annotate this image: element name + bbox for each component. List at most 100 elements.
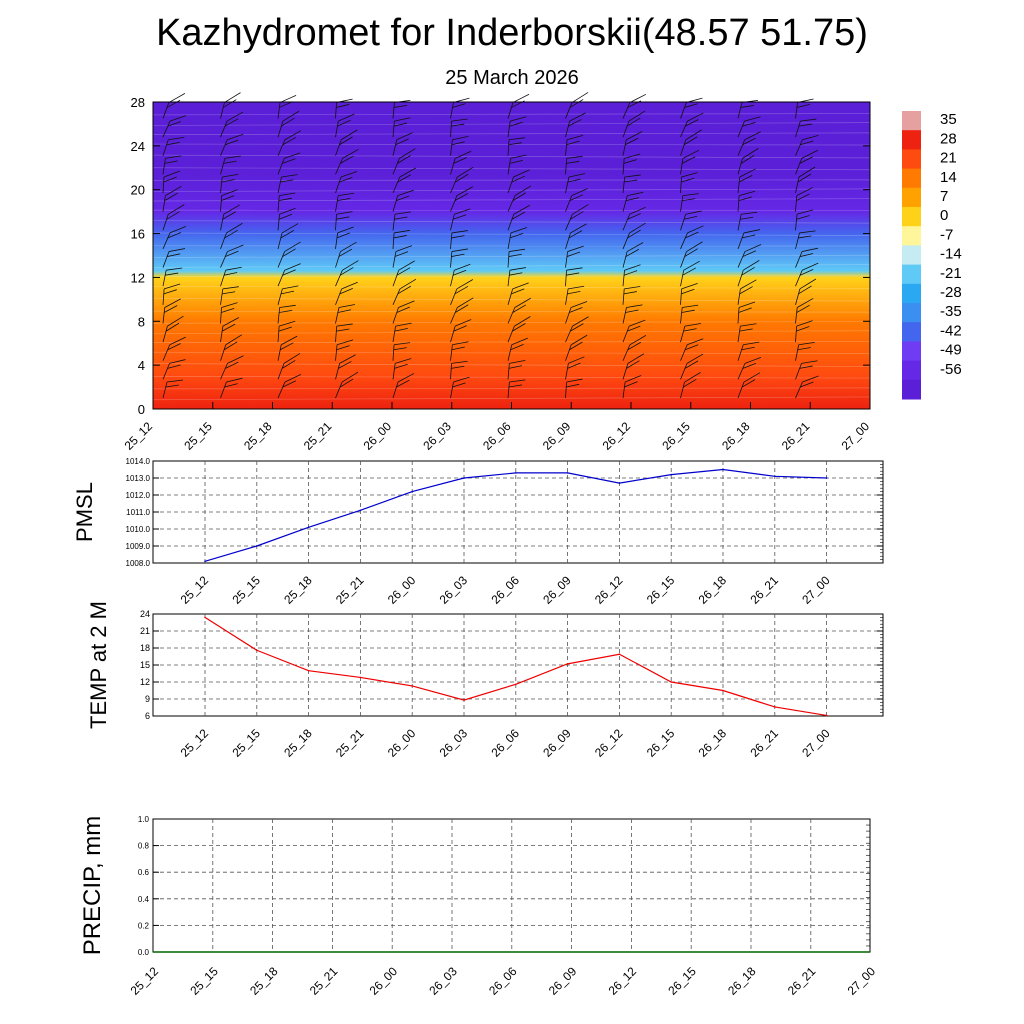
wind-barb-flag <box>341 371 359 383</box>
wind-barb <box>335 281 358 305</box>
wind-barb <box>507 185 532 212</box>
wind-barb <box>680 129 703 156</box>
wind-barb-staff <box>507 251 510 268</box>
wind-barb-flag <box>627 117 641 127</box>
pmsl-data-point <box>566 472 569 474</box>
wind-barb <box>622 191 644 212</box>
wind-barb-flag <box>801 360 818 364</box>
wind-barb-flag <box>278 213 293 220</box>
precip-x-tick-label: 25_21 <box>307 964 341 998</box>
wind-barb-flag <box>796 304 810 313</box>
wind-barb-flag <box>282 285 299 290</box>
wind-barb-flag <box>512 192 527 201</box>
wind-barb-flag <box>566 378 583 383</box>
wind-barb-flag <box>163 176 177 183</box>
wind-barb-flag <box>164 298 181 308</box>
wind-barb-staff <box>162 270 167 287</box>
wind-barb-flag <box>225 139 239 146</box>
wind-barb <box>392 342 411 361</box>
wind-barb-flag <box>456 279 474 290</box>
wind-barb-flag <box>164 305 178 313</box>
wind-barb <box>162 283 181 305</box>
wind-barb-flag <box>741 346 755 351</box>
wind-barb-flag <box>568 230 583 239</box>
wind-barb-flag <box>222 317 240 327</box>
wind-barb-flag <box>629 222 646 234</box>
wind-barb-flag <box>800 140 814 146</box>
temp-2m-x-tick-label: 26_15 <box>644 726 678 760</box>
wind-barb-staff <box>277 120 284 138</box>
wind-barb-staff <box>737 176 741 194</box>
wind-barb <box>335 226 354 249</box>
wind-barb-flag <box>509 232 524 239</box>
wind-barb-flag <box>454 285 469 295</box>
precip-x-tick-label: 27_00 <box>845 964 879 998</box>
wind-barb-flag <box>167 121 182 127</box>
wind-barb <box>795 320 813 343</box>
wind-barb-flag <box>165 322 180 332</box>
wind-barb-flag <box>282 248 296 257</box>
precip-x-tick-label: 25_15 <box>187 964 221 998</box>
wind-barb-staff <box>220 326 224 343</box>
temp-2m-y-tick-label: 12 <box>140 677 150 687</box>
y-tick-label: 0 <box>138 402 145 417</box>
wind-barb <box>737 116 761 138</box>
wind-barb-flag <box>568 173 586 178</box>
wind-barb-staff <box>507 288 514 305</box>
wind-barb-flag <box>566 134 584 141</box>
precip-y-label: PRECIP, mm <box>79 816 106 956</box>
wind-barb-flag <box>396 379 410 388</box>
wind-barb <box>680 283 698 305</box>
wind-barb-flag <box>682 156 696 164</box>
wind-barb-flag <box>337 119 351 127</box>
wind-barb-flag <box>684 136 698 146</box>
wind-barb <box>795 209 814 231</box>
colorbar-segment <box>902 360 921 381</box>
wind-barb-flag <box>514 297 532 308</box>
wind-barb-flag <box>567 245 584 252</box>
wind-barb-flag <box>571 92 589 103</box>
wind-barb-flag <box>340 267 354 276</box>
wind-barb-flag <box>393 229 411 234</box>
wind-barb-staff <box>622 139 627 156</box>
pmsl-y-tick-label: 1009.0 <box>126 542 151 551</box>
colorbar-label: 0 <box>940 207 948 224</box>
wind-barb <box>795 187 813 212</box>
wind-barb-flag <box>570 323 584 332</box>
wind-barb-flag <box>510 343 524 351</box>
wind-barb <box>277 152 301 175</box>
wind-barb-staff <box>565 251 569 268</box>
precip-x-tick-label: 26_09 <box>546 964 580 998</box>
wind-barb-flag <box>511 288 525 295</box>
wind-barb-flag <box>510 154 527 159</box>
wind-barb-flag <box>508 137 526 141</box>
wind-barb-flag <box>739 328 753 332</box>
wind-barb-flag <box>395 245 413 252</box>
wind-barb-flag <box>340 155 354 164</box>
colorbar-label: -42 <box>940 322 962 339</box>
wind-barb-flag <box>341 129 358 141</box>
wind-barb-flag <box>163 170 181 178</box>
pmsl-data-point <box>307 526 310 529</box>
wind-barb-flag <box>740 279 757 290</box>
wind-barb-staff <box>220 176 223 194</box>
wind-barb-flag <box>798 285 812 295</box>
wind-barb-staff <box>565 307 572 324</box>
wind-barb-flag <box>340 241 357 252</box>
wind-barb <box>507 379 526 399</box>
wind-barb-flag <box>627 191 644 197</box>
precip-x-tick-label: 25_12 <box>128 964 162 998</box>
colorbar-label: -56 <box>940 361 962 378</box>
precip-y-tick-label: 0.0 <box>138 948 150 957</box>
wind-barb <box>737 323 757 343</box>
precip-y-tick-label: 0.6 <box>138 868 150 877</box>
wind-barb-flag <box>681 309 695 313</box>
wind-barb-flag <box>566 272 580 276</box>
wind-barb <box>795 262 819 287</box>
wind-barb-staff <box>450 381 454 399</box>
temp-2m-x-tick-label: 26_12 <box>592 726 626 760</box>
wind-barb-flag <box>743 341 760 346</box>
wind-barb <box>507 337 528 361</box>
wind-barb-flag <box>167 253 181 257</box>
